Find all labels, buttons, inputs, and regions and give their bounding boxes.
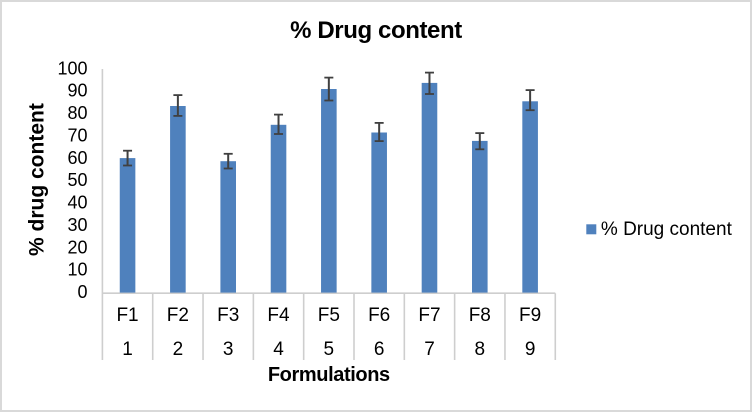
svg-text:4: 4 bbox=[273, 339, 284, 360]
svg-text:F5: F5 bbox=[318, 305, 340, 326]
svg-text:50: 50 bbox=[67, 170, 87, 190]
svg-text:F2: F2 bbox=[167, 305, 189, 326]
svg-text:F4: F4 bbox=[267, 305, 290, 326]
svg-text:6: 6 bbox=[374, 339, 385, 360]
svg-text:0: 0 bbox=[77, 282, 87, 302]
svg-text:30: 30 bbox=[67, 215, 87, 235]
svg-text:5: 5 bbox=[324, 339, 335, 360]
svg-text:% Drug content: % Drug content bbox=[601, 219, 733, 240]
svg-text:90: 90 bbox=[67, 81, 87, 101]
svg-text:2: 2 bbox=[173, 339, 184, 360]
svg-text:20: 20 bbox=[67, 237, 87, 257]
svg-text:F3: F3 bbox=[217, 305, 239, 326]
svg-text:70: 70 bbox=[67, 125, 87, 145]
svg-text:3: 3 bbox=[223, 339, 234, 360]
svg-text:60: 60 bbox=[67, 148, 87, 168]
svg-text:80: 80 bbox=[67, 103, 87, 123]
svg-text:% Drug content: % Drug content bbox=[290, 17, 462, 44]
svg-text:Formulations: Formulations bbox=[268, 364, 390, 386]
svg-text:% drug content: % drug content bbox=[25, 103, 48, 256]
svg-text:8: 8 bbox=[475, 339, 486, 360]
svg-text:F6: F6 bbox=[368, 305, 390, 326]
svg-text:F9: F9 bbox=[519, 305, 541, 326]
svg-text:10: 10 bbox=[67, 260, 87, 280]
svg-text:F8: F8 bbox=[469, 305, 491, 326]
svg-text:F1: F1 bbox=[116, 305, 138, 326]
svg-text:1: 1 bbox=[122, 339, 133, 360]
svg-text:40: 40 bbox=[67, 193, 87, 213]
svg-text:F7: F7 bbox=[418, 305, 440, 326]
svg-text:100: 100 bbox=[57, 58, 87, 78]
svg-text:7: 7 bbox=[424, 339, 435, 360]
svg-text:9: 9 bbox=[525, 339, 536, 360]
